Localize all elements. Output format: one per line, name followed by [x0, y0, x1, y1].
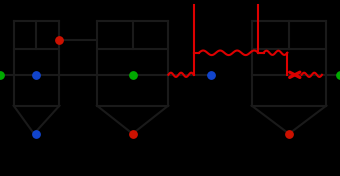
Point: [33, 73, 38, 76]
Point: [57, 39, 62, 42]
Point: [130, 132, 135, 135]
Point: [208, 73, 214, 76]
Point: [33, 132, 38, 135]
Point: [286, 132, 292, 135]
Point: [0, 73, 3, 76]
Point: [337, 73, 340, 76]
Point: [130, 73, 135, 76]
